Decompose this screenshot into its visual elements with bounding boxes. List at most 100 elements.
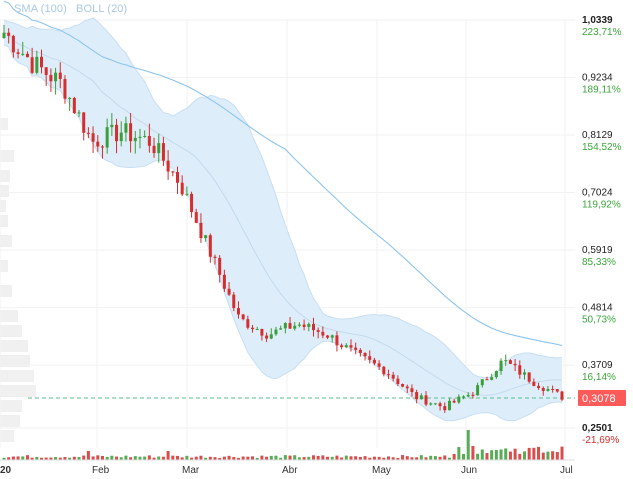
volume-bar <box>302 457 306 460</box>
volume-profile-bar <box>0 285 12 297</box>
candle-body <box>44 67 48 75</box>
candle-body <box>513 363 517 366</box>
candle-body <box>129 123 133 142</box>
candle-body <box>358 349 362 353</box>
candle-body <box>354 347 358 350</box>
volume-profile-bar <box>0 415 20 427</box>
volume-bar <box>194 456 198 460</box>
volume-bar <box>72 456 76 460</box>
candle-body <box>175 171 179 183</box>
time-axis-label: May <box>372 465 391 476</box>
price-tick-percent: 16,14% <box>582 372 616 383</box>
volume-bar <box>429 455 433 460</box>
volume-bar <box>382 457 386 460</box>
candle-body <box>77 112 81 114</box>
price-tick-label: 0,5919 <box>582 245 613 256</box>
candle-body <box>363 352 367 357</box>
candle-body <box>494 371 498 378</box>
candle-body <box>100 146 104 148</box>
volume-bar <box>537 446 541 460</box>
volume-bar <box>115 456 119 460</box>
volume-bar <box>485 453 489 460</box>
volume-bar <box>476 453 480 460</box>
boll-indicator-label[interactable]: BOLL (20) <box>76 3 128 15</box>
volume-bar <box>100 455 104 460</box>
volume-bar <box>330 456 334 460</box>
volume-bar <box>326 456 330 460</box>
candle-body <box>204 235 208 239</box>
volume-bar <box>152 457 156 460</box>
candle-body <box>241 314 245 320</box>
volume-bar <box>208 456 212 460</box>
candle-body <box>2 32 6 38</box>
candle-body <box>349 345 353 348</box>
volume-bar <box>63 457 67 460</box>
volume-bar <box>466 430 470 460</box>
candle-body <box>283 323 287 329</box>
volume-bar <box>443 455 447 460</box>
candle-body <box>260 329 264 336</box>
time-axis-label: 20 <box>0 465 12 476</box>
price-tick-label: 0,2501 <box>582 423 613 434</box>
candle-body <box>387 374 391 376</box>
candle-body <box>368 356 372 360</box>
volume-bar <box>204 457 208 460</box>
sma-indicator-label[interactable]: SMA (100) <box>14 3 67 15</box>
candle-body <box>405 386 409 389</box>
volume-bar <box>133 456 137 460</box>
volume-bar <box>311 455 315 460</box>
candle-body <box>321 331 325 336</box>
candle-body <box>255 329 259 331</box>
candle-body <box>335 335 339 346</box>
volume-bar <box>335 455 339 460</box>
price-tick-percent: 85,33% <box>582 257 616 268</box>
volume-profile-bar <box>0 185 9 197</box>
volume-bar <box>274 455 278 460</box>
candle-body <box>311 323 315 331</box>
time-axis-label: Abr <box>282 465 298 476</box>
volume-bar <box>58 457 62 460</box>
candle-body <box>222 274 226 289</box>
price-tick-percent: 50,73% <box>582 315 616 326</box>
volume-bar <box>555 452 559 460</box>
volume-bar <box>551 451 555 460</box>
volume-bar <box>227 455 231 460</box>
volume-bars <box>0 430 575 461</box>
volume-bar <box>255 457 259 460</box>
volume-bar <box>560 446 564 460</box>
candle-body <box>457 396 461 403</box>
volume-bar <box>494 450 498 460</box>
volume-bar <box>316 455 320 460</box>
candle-body <box>54 72 58 82</box>
candle-body <box>21 53 25 55</box>
candle-body <box>415 392 419 400</box>
volume-bar <box>218 457 222 460</box>
volume-bar <box>527 447 531 460</box>
volume-bar <box>96 455 100 460</box>
candle-body <box>546 389 550 391</box>
candle-body <box>471 394 475 396</box>
candle-body <box>560 391 564 400</box>
volume-bar <box>251 456 255 460</box>
candle-body <box>551 389 555 391</box>
volume-profile-bar <box>0 370 34 382</box>
candle-body <box>424 395 428 405</box>
bollinger-lower-line <box>3 44 563 422</box>
volume-bar <box>354 456 358 460</box>
price-tick-percent: 189,11% <box>582 85 621 96</box>
volume-bar <box>541 452 545 460</box>
candle-body <box>105 127 109 148</box>
volume-bar <box>7 457 11 460</box>
volume-bar <box>54 457 58 460</box>
volume-bar <box>16 456 20 460</box>
candle-body <box>419 395 423 400</box>
volume-bar <box>368 457 372 460</box>
candlesticks <box>2 24 564 413</box>
candle-body <box>35 56 39 73</box>
volume-bar <box>35 456 39 460</box>
candle-body <box>124 123 128 133</box>
current-price-badge <box>578 389 626 406</box>
volume-bar <box>387 456 391 460</box>
volume-bar <box>447 457 451 460</box>
